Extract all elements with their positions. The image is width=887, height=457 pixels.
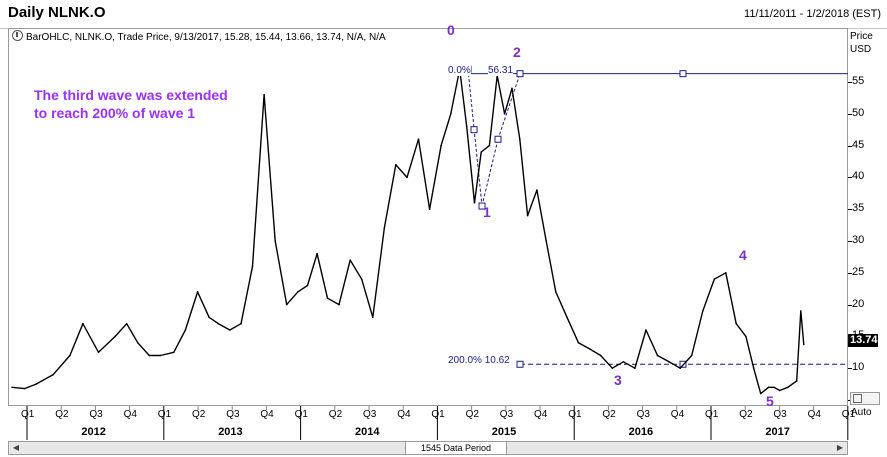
price-tick-label: 25 (852, 265, 865, 278)
quarter-label: Q2 (602, 409, 616, 420)
wave-label-5: 5 (766, 393, 774, 409)
price-tick-mark (848, 145, 852, 147)
price-tick-label: 20 (852, 297, 865, 310)
fib-label-200: 200.0% 10.62 (448, 355, 510, 366)
price-tick-label: 10 (852, 361, 865, 374)
price-tick-label: 55 (852, 75, 865, 87)
quarter-label: Q4 (670, 409, 685, 420)
quarter-label: Q3 (226, 409, 240, 420)
quarter-label: Q3 (363, 409, 377, 420)
quarter-label: Q4 (534, 409, 548, 420)
year-label: 2015 (491, 426, 517, 438)
scroll-left-icon[interactable]: ◀ (12, 443, 20, 452)
quarter-label: Q1 (294, 409, 308, 420)
price-tick-mark (848, 113, 852, 115)
price-tick-mark (848, 368, 852, 370)
series-settings-icon[interactable] (12, 30, 23, 41)
year-label: 2016 (628, 426, 654, 438)
auto-scale-toggle[interactable]: Auto (850, 392, 880, 418)
fib-price-0: 56.31 (488, 65, 514, 76)
quarter-label: Q2 (328, 409, 343, 420)
price-tick-label: 50 (852, 106, 865, 119)
price-tick-mark (848, 272, 852, 274)
quarter-label: Q2 (55, 409, 69, 420)
price-tick-mark (848, 177, 852, 179)
wave-label-2: 2 (513, 44, 521, 60)
quarter-label: Q1 (841, 409, 856, 420)
price-label: Price (850, 31, 873, 42)
window-titlebar: Daily NLNK.O 11/11/2011 - 1/2/2018 (EST) (0, 0, 887, 29)
ohlc-legend: BarOHLC, NLNK.O, Trade Price, 9/13/2017,… (12, 30, 386, 43)
quarter-label: Q1 (21, 409, 35, 420)
price-tick-label: 45 (852, 138, 865, 151)
year-label: 2012 (81, 426, 106, 438)
quarter-label: Q1 (157, 409, 172, 420)
year-label: 2013 (218, 426, 243, 438)
quarter-label: Q1 (431, 409, 445, 420)
wave-label-0: 0 (447, 22, 455, 38)
price-tick-label: 30 (852, 234, 865, 246)
quarter-label: Q4 (260, 409, 274, 420)
quarter-label: Q2 (465, 409, 479, 420)
quarter-label: Q3 (773, 409, 787, 420)
price-tick-label: 40 (852, 170, 865, 183)
chart-area[interactable] (8, 28, 848, 406)
checkbox-icon (853, 394, 862, 403)
wave-label-4: 4 (739, 247, 747, 263)
price-tick-mark (848, 241, 852, 242)
quarter-label: Q2 (192, 409, 206, 420)
price-axis-header: Price USD (850, 30, 873, 56)
date-range: 11/11/2011 - 1/2/2018 (EST) (744, 8, 881, 20)
chart-title: Daily NLNK.O (8, 4, 106, 21)
time-scrollbar[interactable]: ◀ 1545 Data Period ▶ (8, 441, 848, 455)
chart-annotation: The third wave was extended to reach 200… (34, 87, 228, 121)
scroll-right-icon[interactable]: ▶ (836, 443, 844, 452)
year-label: 2017 (765, 426, 790, 438)
quarter-label: Q1 (568, 409, 582, 420)
quarter-label: Q4 (807, 409, 821, 420)
quarter-label: Q1 (705, 409, 719, 420)
price-tick-label: 35 (852, 202, 865, 215)
quarter-label: Q2 (739, 409, 753, 420)
wave-label-3: 3 (614, 372, 622, 388)
data-period-label: 1545 Data Period (405, 442, 507, 454)
auto-label: Auto (851, 407, 872, 418)
ohlc-text: BarOHLC, NLNK.O, Trade Price, 9/13/2017,… (26, 32, 386, 43)
year-label: 2014 (355, 426, 380, 438)
quarter-label: Q3 (89, 409, 103, 420)
quarter-label: Q3 (499, 409, 514, 420)
quarter-label: Q3 (636, 409, 650, 420)
quarter-label: Q4 (123, 409, 137, 420)
quarter-label: Q4 (397, 409, 411, 420)
currency-label: USD (850, 44, 872, 55)
price-tick-mark (848, 209, 852, 211)
price-tick-mark (848, 82, 852, 83)
current-price-marker: 13.74 (848, 334, 878, 347)
price-tick-mark (848, 304, 852, 306)
fib-label-0: 0.0% (448, 65, 471, 76)
wave-label-1: 1 (483, 204, 491, 220)
